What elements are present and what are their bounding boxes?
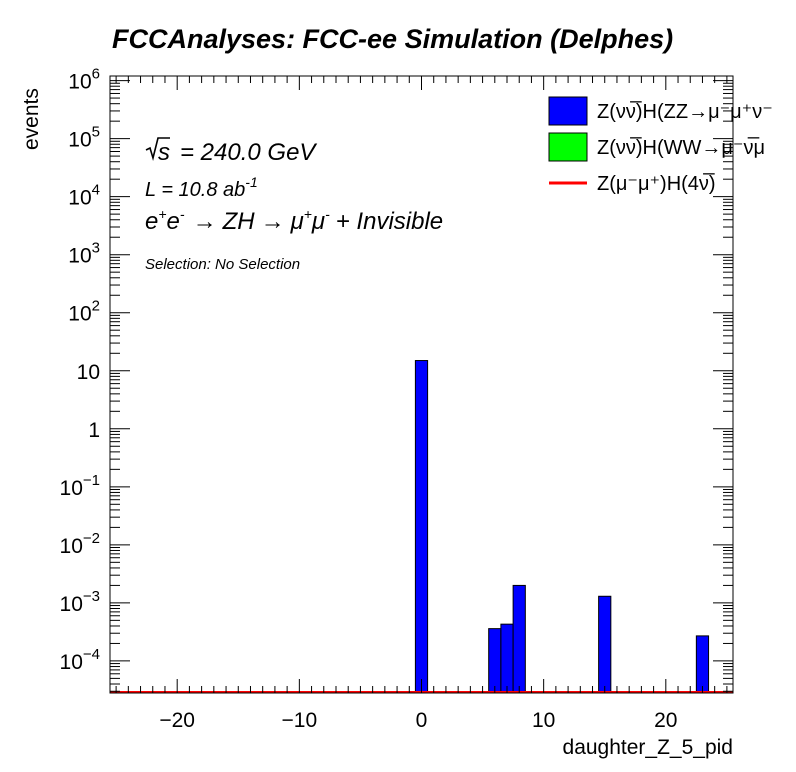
x-tick-label: 10 (532, 709, 555, 732)
histogram-bar (414, 360, 429, 694)
process-mu2-sup: - (325, 206, 330, 222)
histogram-bar (488, 628, 502, 694)
process-mu1-sup: + (304, 206, 312, 222)
legend-label: Z(μ⁻μ⁺)H(4ν̅) (597, 172, 716, 195)
y-tick-label: 102 (68, 298, 100, 326)
selection-annotation: Selection: No Selection (145, 256, 300, 273)
chart-title: FCCAnalyses: FCC-ee Simulation (Delphes) (112, 24, 673, 54)
y-tick-label: 104 (68, 182, 100, 210)
sqrt-s-variable: s (158, 139, 170, 166)
legend: Z(νν̅)H(ZZ→μ⁻μ⁺ν⁻ Z(νν̅)H(WW→μ⁻ν̅μ Z(μ⁻μ⁺)… (548, 96, 773, 195)
y-tick-label: 106 (68, 66, 100, 94)
histogram-bar (500, 623, 514, 694)
x-tick-label: 20 (654, 709, 677, 732)
process-annotation: e+e- → ZH → μ+μ- + Invisible (145, 206, 443, 235)
legend-swatch (548, 132, 588, 162)
x-axis-label: daughter_Z_5_pid (563, 736, 733, 759)
process-arrow-2: → (261, 208, 285, 235)
y-axis-ticks: 10−4 10−3 10−2 10−1 1 10 102 103 104 105 106 (60, 66, 733, 692)
y-tick-label: 105 (68, 124, 100, 152)
y-tick-label: 10−3 (60, 588, 100, 616)
y-tick-label: 10−1 (60, 472, 100, 500)
process-e1: e (145, 208, 158, 235)
histogram-bar (598, 595, 612, 694)
process-rest: + Invisible (336, 208, 443, 235)
legend-label: Z(νν̅)H(WW→μ⁻ν̅μ (597, 136, 765, 159)
sqrt-s-value: = 240.0 GeV (180, 139, 317, 166)
y-tick-label: 1 (88, 419, 100, 442)
x-tick-label: 0 (416, 709, 428, 732)
luminosity-exponent: -1 (245, 174, 257, 190)
sqrt-symbol (145, 137, 170, 162)
legend-swatch (548, 96, 588, 126)
sqrt-s-annotation: s = 240.0 GeV (145, 137, 317, 166)
x-axis-ticks: −20 −10 0 10 20 (115, 76, 728, 732)
y-axis-label: events (20, 88, 43, 150)
y-tick-label: 10−4 (60, 646, 100, 674)
process-e2-sup: - (180, 206, 185, 222)
process-mu1: μ (290, 208, 304, 235)
luminosity-value: L = 10.8 ab (145, 179, 245, 201)
histogram-bar (695, 635, 710, 694)
process-e2: e (167, 208, 180, 235)
luminosity-annotation: L = 10.8 ab-1 (145, 174, 258, 201)
x-tick-label: −20 (159, 709, 195, 732)
process-zh: ZH (222, 208, 256, 235)
y-tick-label: 103 (68, 240, 100, 268)
histogram-bar (512, 584, 526, 694)
process-mu2: μ (311, 208, 325, 235)
process-e1-sup: + (158, 206, 166, 222)
y-tick-label: 10 (77, 361, 100, 384)
process-arrow-1: → (193, 208, 217, 235)
x-tick-label: −10 (282, 709, 318, 732)
histogram-bars (414, 360, 710, 694)
legend-label: Z(νν̅)H(ZZ→μ⁻μ⁺ν⁻ (597, 100, 773, 123)
y-tick-label: 10−2 (60, 530, 100, 558)
